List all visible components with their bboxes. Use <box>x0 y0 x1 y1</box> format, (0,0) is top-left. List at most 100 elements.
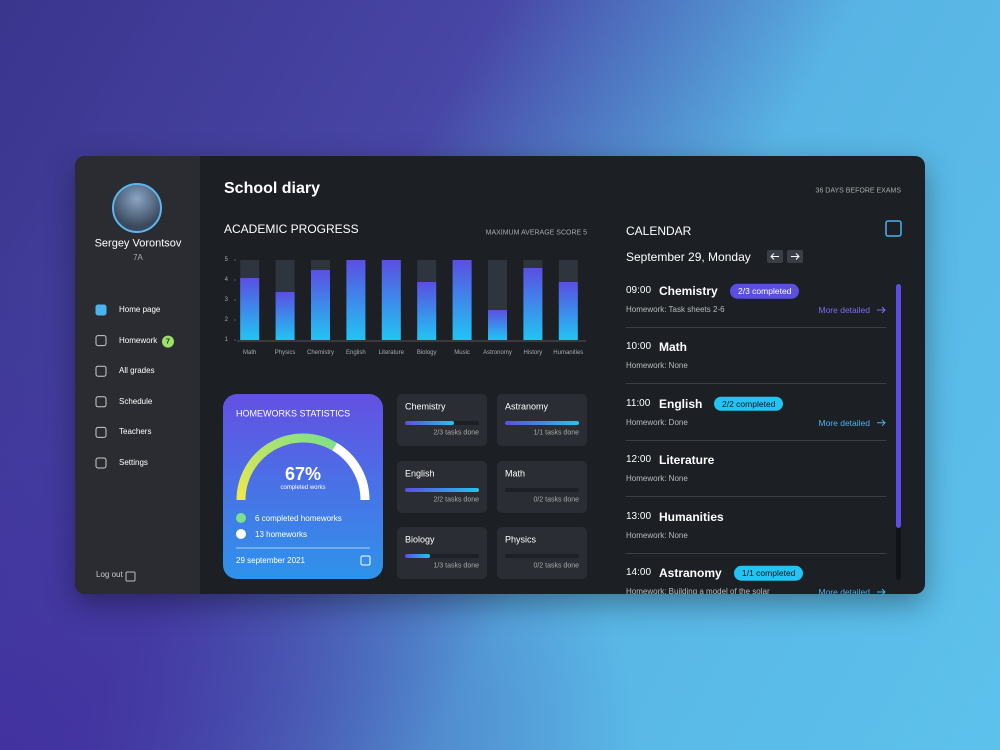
task-label: 1/1 tasks done <box>533 429 579 437</box>
task-card[interactable]: Physics 0/2 tasks done <box>497 527 587 579</box>
bar <box>417 282 437 340</box>
link-arrow <box>877 306 886 314</box>
event-badge: 1/1 completed <box>734 565 804 581</box>
event-time: 09:00 <box>626 285 652 296</box>
bar <box>275 292 295 340</box>
completed-count: 6 completed homeworks <box>255 514 342 523</box>
menu-icon <box>95 457 107 469</box>
menu-icon <box>95 426 107 438</box>
x-tick-label: Biology <box>416 350 437 356</box>
y-tick-label: 5 <box>224 257 228 263</box>
logout-icon <box>125 571 136 582</box>
task-card[interactable]: Chemistry 2/3 tasks done <box>397 394 487 446</box>
calendar-icon <box>360 555 371 566</box>
y-tick-label: 2 <box>224 317 228 323</box>
y-tick-label: 1 <box>224 337 228 343</box>
task-label: 0/2 tasks done <box>533 562 579 570</box>
y-tick-label: 3 <box>224 297 228 303</box>
avatar <box>112 183 162 233</box>
x-tick-label: Humanities <box>553 350 584 356</box>
menu-badge-text: 7 <box>166 338 170 346</box>
event-homework: Homework: None <box>626 474 688 484</box>
menu-icon <box>95 304 107 316</box>
task-subject: Biology <box>405 534 435 545</box>
total-count: 13 homeworks <box>255 530 308 539</box>
task-subject: English <box>405 468 435 478</box>
task-subject: Physics <box>505 534 537 545</box>
event-time: 10:00 <box>626 341 652 353</box>
completion-caption: completed works <box>280 485 326 491</box>
gauge-rest <box>332 442 370 501</box>
gauge-value <box>236 433 337 501</box>
calendar-title: CALENDAR <box>626 224 692 238</box>
page-title: School diary <box>224 180 321 197</box>
more-detailed[interactable]: More detailed <box>818 304 870 315</box>
task-track <box>505 421 579 425</box>
event-subject: Math <box>659 340 687 355</box>
event-divider <box>626 439 886 441</box>
stats-date: 29 september 2021 <box>236 556 305 565</box>
x-tick-label: Literature <box>378 350 404 356</box>
link-arrow <box>877 588 886 596</box>
event-divider <box>626 383 886 385</box>
event-subject: Humanities <box>659 509 724 524</box>
task-label: 2/3 tasks done <box>433 429 479 437</box>
chart-subtitle: MAXIMUM AVERAGE SCORE 5 <box>485 229 587 237</box>
y-tick-label: 4 <box>224 277 228 283</box>
calendar-date: September 29, Monday <box>626 250 751 264</box>
task-card[interactable]: Biology 1/3 tasks done <box>397 527 487 579</box>
legend-dot <box>236 529 246 539</box>
event-time: 11:00 <box>626 397 651 409</box>
task-subject: Chemistry <box>405 401 446 412</box>
bar <box>558 282 578 340</box>
task-progress <box>405 421 455 425</box>
task-progress <box>405 487 479 492</box>
task-label: 0/2 tasks done <box>533 496 579 503</box>
x-tick-label: Chemistry <box>306 350 335 356</box>
stats-title: HOMEWORKS STATISTICS <box>236 408 351 419</box>
x-tick-label: English <box>346 350 366 356</box>
event-subject: Astranomy <box>659 566 722 580</box>
event-homework: Homework: None <box>626 361 688 371</box>
task-card[interactable]: Math 0/2 tasks done <box>497 460 587 513</box>
logout[interactable]: Log out <box>96 570 123 579</box>
task-progress <box>405 554 430 558</box>
event-divider <box>626 327 886 328</box>
bar <box>381 260 401 340</box>
more-detailed[interactable]: More detailed <box>818 586 870 594</box>
task-card[interactable]: Astranomy 1/1 tasks done <box>497 394 587 446</box>
bar <box>240 278 260 340</box>
menu-item[interactable]: Home page <box>119 305 161 314</box>
x-tick-label: Astronomy <box>483 350 512 356</box>
scroll-thumb[interactable] <box>896 284 901 528</box>
bar <box>488 310 507 340</box>
event-homework: Homework: Building a model of the solar <box>626 587 770 595</box>
event-homework: Homework: Done <box>626 417 688 427</box>
task-track <box>405 421 479 425</box>
task-track <box>405 487 479 492</box>
task-card[interactable]: English 2/2 tasks done <box>397 460 487 513</box>
menu-item[interactable]: All grades <box>119 366 155 376</box>
task-track <box>505 487 579 492</box>
menu-item[interactable]: Settings <box>119 458 148 467</box>
bar <box>311 270 330 340</box>
task-subject: Astranomy <box>505 401 549 412</box>
x-tick-label: Music <box>454 350 470 356</box>
calendar-button[interactable] <box>885 220 902 237</box>
menu-icon <box>95 335 107 347</box>
x-tick-label: History <box>523 350 543 356</box>
menu-item[interactable]: Teachers <box>119 427 152 437</box>
menu-item[interactable]: Homework <box>119 335 158 345</box>
more-detailed[interactable]: More detailed <box>818 417 870 428</box>
menu-item[interactable]: Schedule <box>119 396 153 406</box>
event-list: 09:00 Chemistry 2/3 completed Homework: Tas… <box>626 278 888 594</box>
task-label: 2/2 tasks done <box>433 496 479 503</box>
event-time: 13:00 <box>626 510 652 522</box>
task-track <box>505 554 579 558</box>
exams-note: 36 DAYS BEFORE EXAMS <box>815 187 901 195</box>
event-time: 14:00 <box>626 567 652 578</box>
event-divider <box>626 496 886 498</box>
legend-dot <box>236 513 246 523</box>
